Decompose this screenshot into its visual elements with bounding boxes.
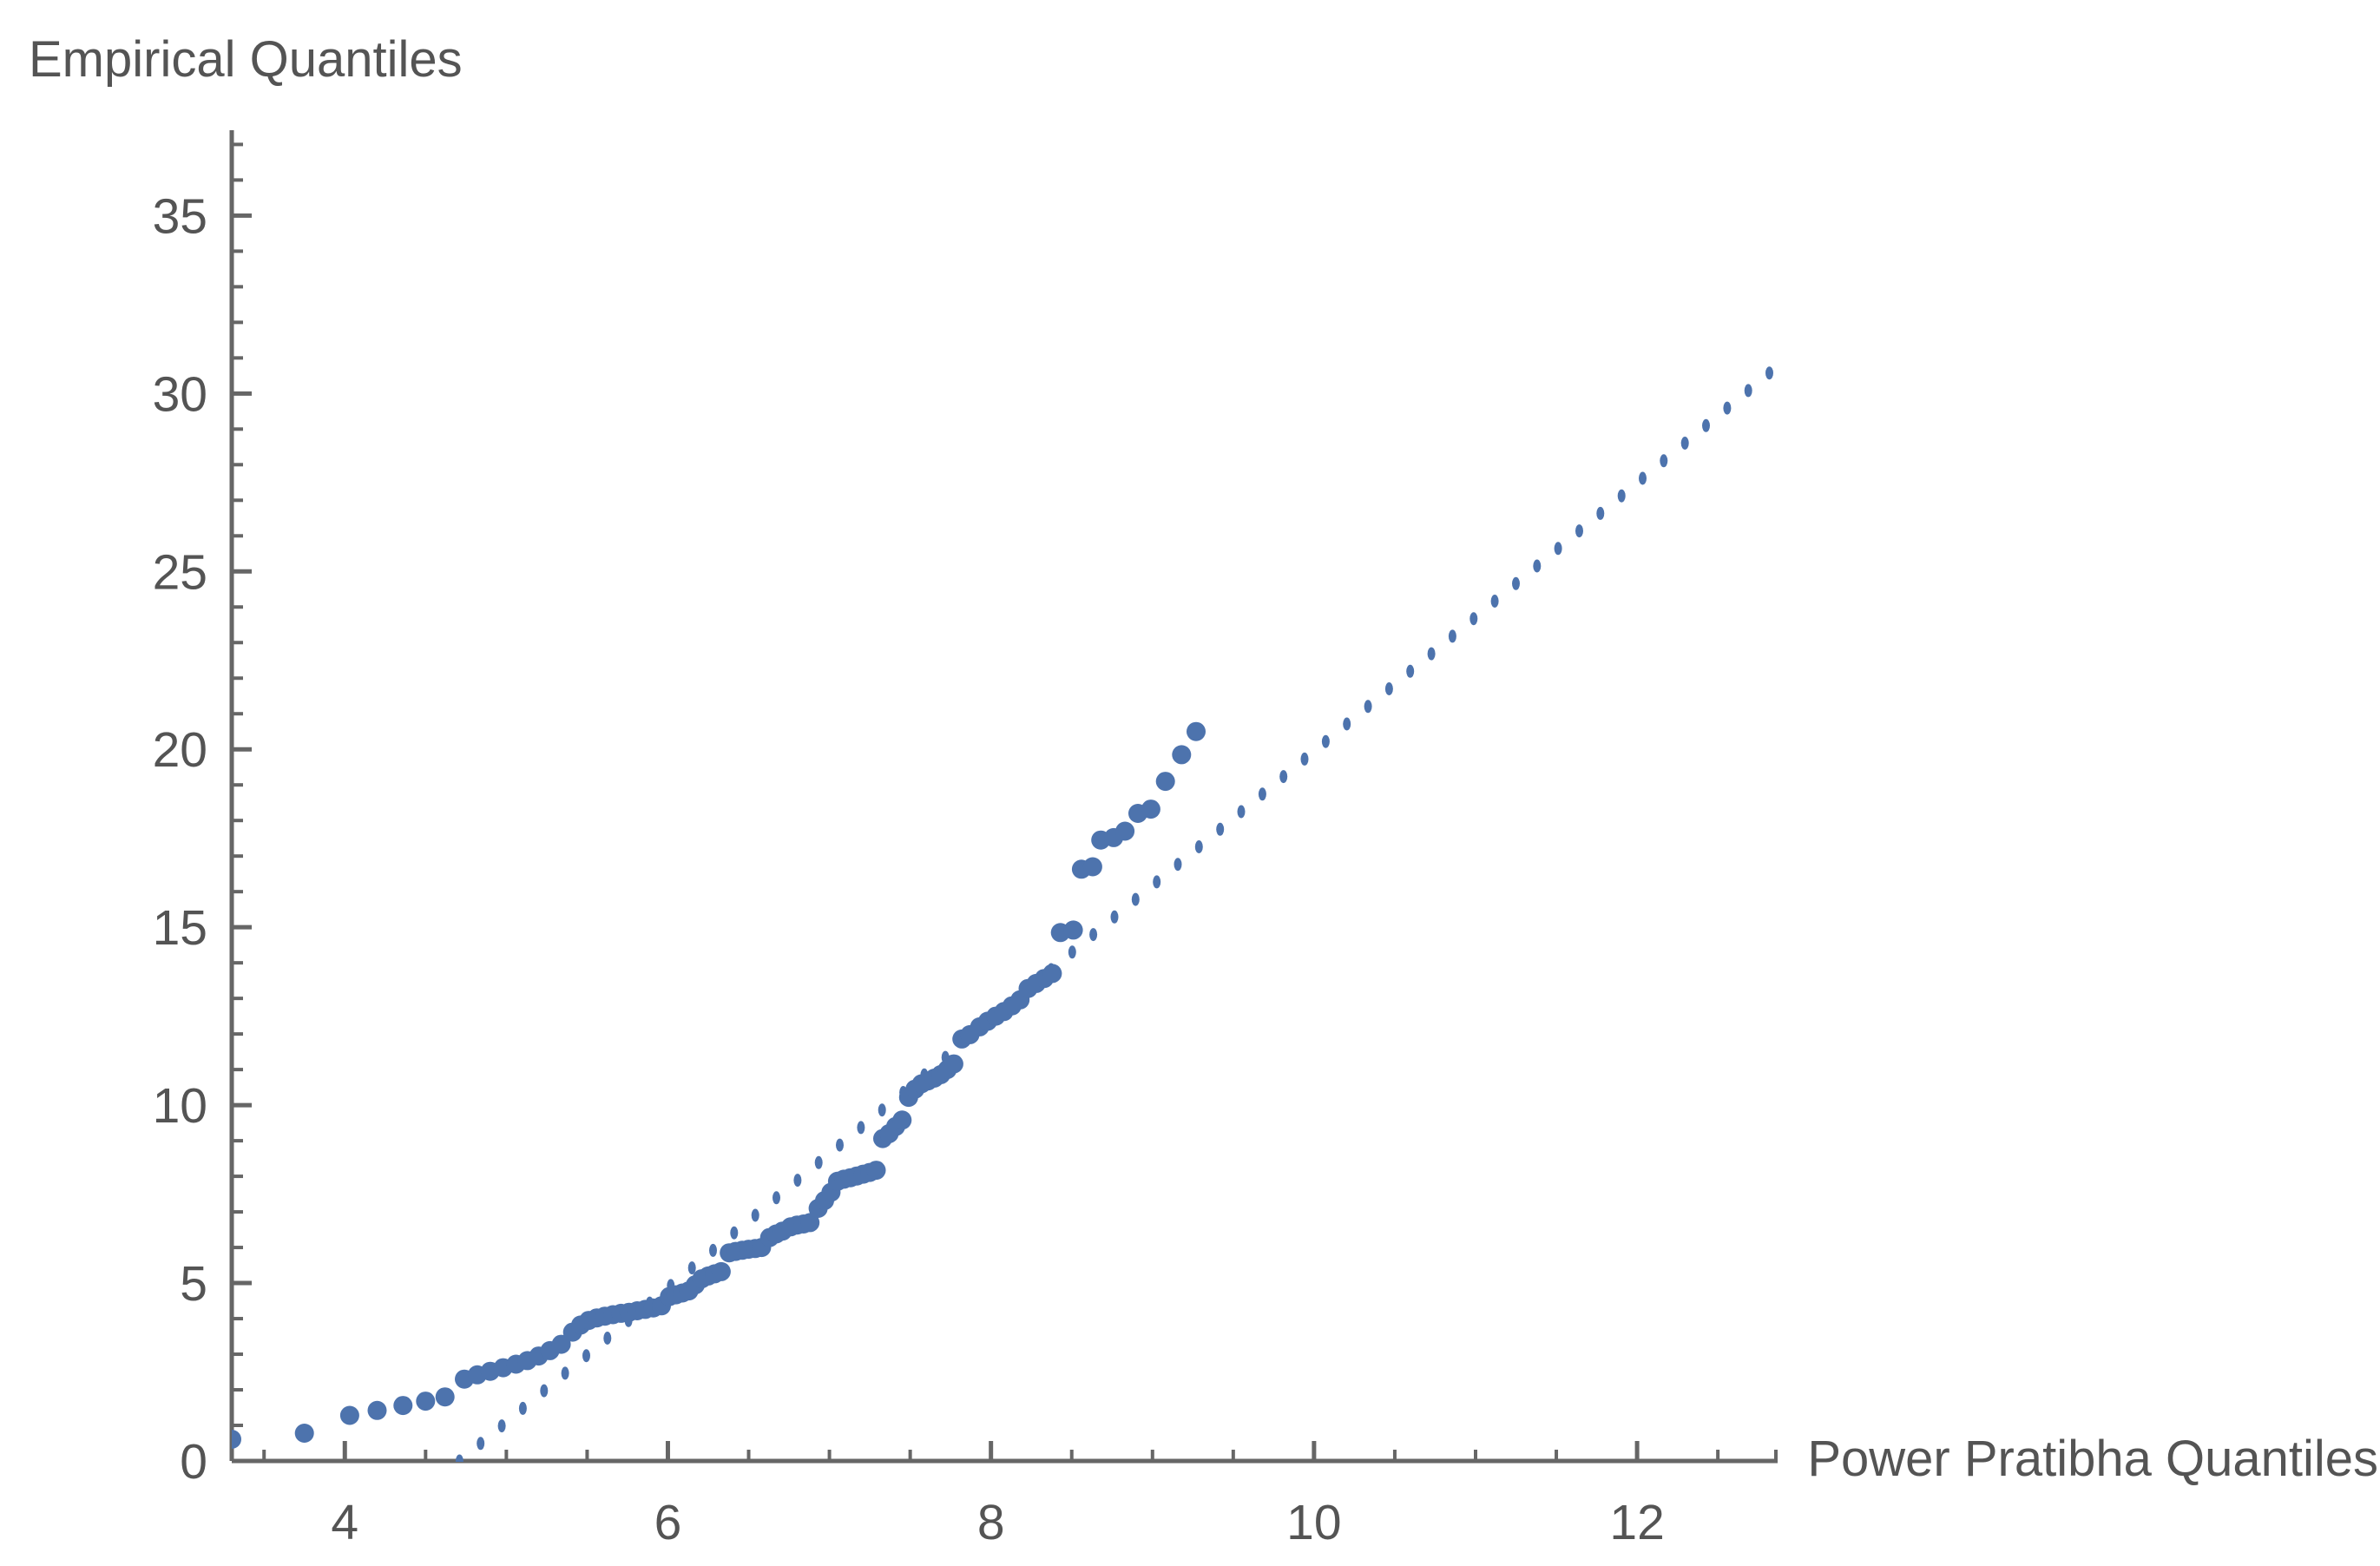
reference-line-dot (603, 1332, 612, 1345)
data-point (1115, 821, 1135, 841)
data-point (232, 1430, 241, 1449)
reference-line-dot (814, 1155, 823, 1169)
data-point (393, 1396, 413, 1416)
reference-line-dot (1258, 787, 1266, 801)
y-axis-title: Empirical Quantiles (29, 31, 463, 88)
reference-line-dot (1194, 840, 1203, 853)
reference-line-dot (1617, 489, 1626, 503)
data-point (1063, 920, 1083, 940)
reference-line-dot (1427, 647, 1436, 661)
reference-line-dot (878, 1103, 886, 1117)
reference-line-dot (561, 1366, 569, 1380)
reference-line-dot (1279, 770, 1288, 784)
reference-line-dot (1089, 928, 1098, 942)
data-point (339, 1405, 359, 1425)
reference-line-dot (1596, 506, 1605, 520)
reference-line-dot (1110, 910, 1119, 924)
reference-line-dot (1343, 717, 1351, 731)
reference-line-dot (1068, 945, 1076, 959)
reference-line-dot (773, 1191, 780, 1205)
reference-line-dot (857, 1121, 865, 1135)
reference-line-dot (1575, 524, 1583, 538)
y-tick-label: 25 (153, 544, 207, 600)
x-tick-label: 12 (1609, 1495, 1664, 1550)
data-point (435, 1387, 455, 1407)
x-tick-label: 6 (654, 1495, 682, 1550)
data-points (232, 721, 1206, 1449)
reference-line-dot (455, 1454, 464, 1462)
reference-line-dot (1448, 629, 1456, 643)
reference-line-dot (1131, 892, 1140, 906)
reference-line-dot (687, 1261, 696, 1275)
data-point (1042, 964, 1062, 984)
x-tick-label: 10 (1286, 1495, 1341, 1550)
reference-line-dot (1744, 384, 1752, 398)
reference-line-dot (1364, 700, 1372, 714)
reference-line-dot (1533, 559, 1542, 573)
y-tick-label: 35 (153, 188, 207, 244)
reference-line-dot (582, 1349, 590, 1363)
reference-line-dot (1384, 682, 1393, 695)
data-point (943, 1054, 963, 1074)
reference-line-dot (793, 1174, 802, 1188)
reference-line-dot (497, 1419, 506, 1433)
reference-line-dot (1216, 822, 1225, 836)
x-axis-title: Power Pratibha Quantiles (1807, 1431, 2378, 1487)
reference-line-dot (518, 1401, 527, 1415)
reference-line-dot (1765, 366, 1773, 380)
data-point (711, 1261, 731, 1281)
reference-line-dot (1300, 752, 1309, 766)
data-point (1141, 799, 1160, 819)
y-tick-label: 15 (153, 900, 207, 956)
reference-line-dot (1680, 437, 1689, 450)
reference-line-dot (1490, 595, 1499, 608)
reference-line-dot (1174, 858, 1182, 872)
reference-line-dot (1153, 875, 1161, 889)
reference-line-dot (1321, 734, 1330, 748)
reference-line-dot (709, 1243, 717, 1257)
x-tick-label: 8 (977, 1495, 1005, 1550)
reference-line-dot (1786, 349, 1794, 362)
y-tick-label: 20 (153, 722, 207, 778)
reference-line-dot (1512, 576, 1520, 590)
axes: 4 6 8 10 12 0 5 10 15 20 25 30 35 (153, 130, 1778, 1550)
data-point (416, 1392, 436, 1411)
data-point (892, 1110, 912, 1130)
reference-line-dot (1723, 401, 1732, 415)
data-point (1155, 772, 1175, 792)
reference-line-dot (1469, 612, 1478, 626)
data-point (551, 1334, 571, 1354)
reference-line-dot (1702, 418, 1710, 432)
x-tick-label: 4 (331, 1495, 358, 1550)
y-tick-label: 0 (180, 1434, 207, 1490)
reference-line-dot (1237, 805, 1246, 819)
data-point (367, 1400, 387, 1420)
y-tick-label: 30 (153, 366, 207, 422)
y-tick-label: 10 (153, 1078, 207, 1134)
data-point (1172, 745, 1192, 765)
reference-line-dot (540, 1384, 549, 1398)
reference-line-dot (1406, 664, 1415, 678)
reference-line-dot (1639, 471, 1647, 485)
data-point (1082, 857, 1102, 877)
data-point (800, 1213, 820, 1233)
data-point (866, 1161, 886, 1181)
y-tick-label: 5 (180, 1256, 207, 1312)
data-point (294, 1424, 314, 1443)
reference-line-dot (1554, 542, 1562, 556)
reference-line-dot (751, 1208, 759, 1222)
reference-line-dot (730, 1226, 739, 1240)
data-point (1187, 721, 1206, 741)
reference-line-dot (477, 1437, 485, 1451)
reference-line-dot (836, 1138, 844, 1152)
reference-line-dot (1660, 454, 1668, 468)
